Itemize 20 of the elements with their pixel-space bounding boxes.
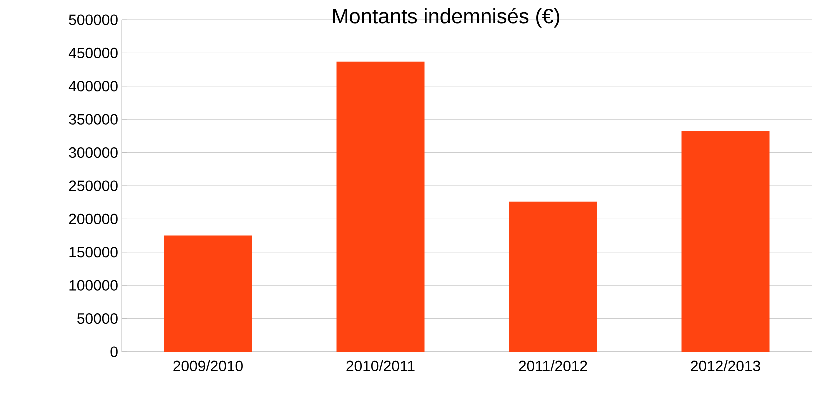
x-tick-label: 2010/2011 <box>346 360 415 372</box>
bar <box>164 236 252 352</box>
y-tick-label: 400000 <box>68 81 118 92</box>
x-tick-label: 2011/2012 <box>519 360 588 372</box>
y-tick-label: 300000 <box>69 148 118 158</box>
y-tick-label: 100000 <box>70 280 118 291</box>
y-tick-label: 500000 <box>69 14 118 26</box>
y-tick-label: 200000 <box>69 214 118 224</box>
chart-title: Montants indemnisés (€) <box>333 8 560 28</box>
bar <box>509 202 598 352</box>
y-tick-label: 450000 <box>68 48 118 58</box>
x-tick-label: 2012/2013 <box>691 360 760 372</box>
x-tick-label: 2009/2010 <box>174 360 243 372</box>
y-tick-label: 250000 <box>69 180 118 192</box>
y-tick-label: 0 <box>110 346 118 358</box>
bar <box>682 132 770 352</box>
y-tick-label: 50000 <box>78 314 118 324</box>
bar <box>336 62 425 352</box>
y-tick-label: 150000 <box>70 247 118 258</box>
y-tick-label: 350000 <box>69 114 118 125</box>
